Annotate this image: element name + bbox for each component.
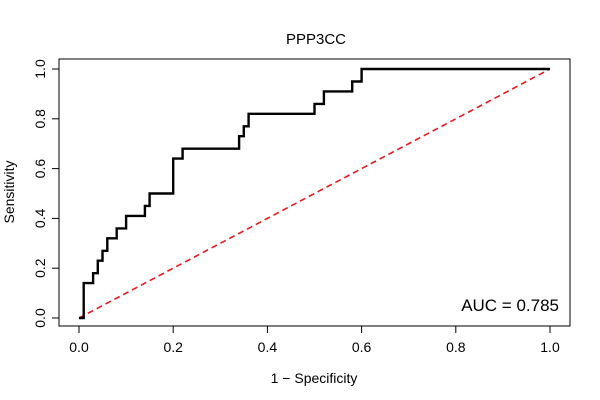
auc-annotation: AUC = 0.785 xyxy=(461,296,559,315)
y-tick-label: 0.8 xyxy=(32,109,48,129)
x-tick-label: 0.4 xyxy=(258,339,278,355)
y-tick-label: 0.4 xyxy=(32,208,48,228)
x-tick-label: 0.6 xyxy=(352,339,372,355)
y-tick-label: 0.0 xyxy=(32,308,48,328)
y-axis-label: Sensitivity xyxy=(1,160,17,223)
y-tick-label: 0.6 xyxy=(32,159,48,179)
x-axis-label: 1 − Specificity xyxy=(271,370,358,386)
y-axis: 0.0 0.2 0.4 0.6 0.8 1.0 xyxy=(32,59,60,328)
x-tick-label: 1.0 xyxy=(540,339,560,355)
x-tick-label: 0.2 xyxy=(163,339,183,355)
y-tick-label: 1.0 xyxy=(32,59,48,79)
roc-curve-line xyxy=(79,67,550,320)
x-tick-label: 0.0 xyxy=(69,339,89,355)
y-tick-label: 0.2 xyxy=(32,258,48,278)
x-tick-label: 0.8 xyxy=(446,339,466,355)
chart-title: PPP3CC xyxy=(286,31,346,48)
series-layer xyxy=(78,67,551,320)
reference-diagonal-line xyxy=(78,68,551,319)
x-axis: 0.0 0.2 0.4 0.6 0.8 1.0 xyxy=(69,325,560,355)
